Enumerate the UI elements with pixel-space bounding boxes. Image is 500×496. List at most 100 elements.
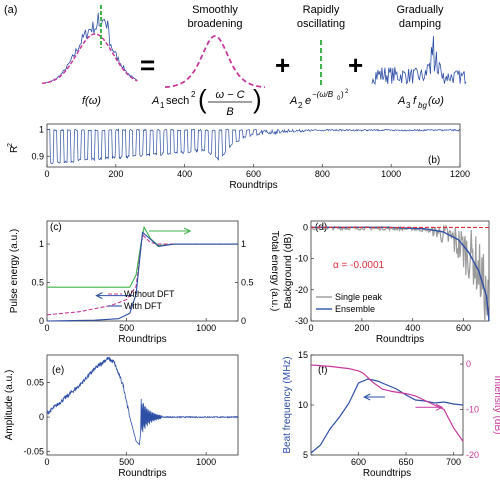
panel-b-xtick-label: 800 (315, 169, 330, 179)
panel-f-series-beat (310, 378, 464, 454)
a-smooth-curve (164, 35, 266, 89)
panel-f-xtick-label: 650 (398, 457, 413, 467)
a-exp-A: A (289, 95, 297, 107)
panel-c-arrowhead-blue (95, 292, 103, 300)
panel-d-annotation: α = -0.0001 (333, 260, 385, 271)
panel-e-label: (e) (52, 365, 64, 376)
panel-b-xtick-label: 400 (177, 169, 192, 179)
panel-c-xlabel: Roundtrips (118, 334, 166, 345)
a-exp-exp-sub: 0 (337, 96, 341, 102)
panel-c-label: (c) (50, 222, 62, 233)
panel-f-xtick-label: 700 (446, 457, 461, 467)
panel-d-frame (310, 220, 490, 322)
panel-c-ytick-right-label: 0 (241, 316, 246, 326)
panel-f: 600 650 700 5 10 15 Roundtrips Beat frequency (… (282, 350, 500, 479)
a-smooth-title1: Smoothly (192, 4, 238, 16)
panel-c-xtick-label: 1000 (196, 323, 216, 333)
panel-f-ylabel: Beat frequency (MHz) (282, 356, 293, 453)
a-damp-trace (371, 35, 467, 86)
panel-c-ylabel-right: Total energy (a.u.) (269, 231, 280, 312)
a-plus1: + (275, 50, 290, 80)
a-exp-exp: −(ω/B (312, 90, 334, 99)
panel-e-xtick-label: 500 (119, 457, 134, 467)
panel-c-legend-with: With DFT (124, 301, 162, 311)
a-exp-A-sub: 2 (298, 101, 303, 110)
a-equals: = (140, 50, 155, 80)
panel-a-label: (a) (4, 4, 17, 16)
a-exp-e: e (305, 95, 311, 107)
panel-d-legend-single: Single peak (335, 292, 383, 302)
panel-f-frame (310, 354, 464, 456)
panel-f-series-intensity (310, 364, 464, 442)
panel-b-xtick-label: 600 (246, 169, 261, 179)
a-f-label: f(ω) (82, 95, 101, 107)
a-sech-exp: 2 (191, 90, 196, 99)
panel-d-series-single (310, 224, 490, 322)
panel-c-series-without (46, 233, 238, 316)
panel-c: 0 500 1000 0 0.5 1 Roundtrips Pulse energy (a.u… (9, 220, 280, 345)
a-bg-f-sub: bg (418, 101, 427, 110)
panel-c-legend-without: Without DFT (124, 289, 175, 299)
a-osc-title2: oscillating (297, 18, 345, 30)
a-f-trace (41, 12, 138, 84)
panel-c-ytick-label: 0.5 (31, 278, 44, 288)
panel-e-ytick-label: 0 (39, 412, 44, 422)
panel-f-ytick-label: 10 (298, 400, 308, 410)
panel-b-ytick-label: 1 (39, 124, 44, 134)
panel-f-xtick-label: 600 (351, 457, 366, 467)
panel-d-ylabel: Background (dB) (283, 233, 294, 308)
a-smooth-title2: broadening (187, 18, 242, 30)
a-sech-formula: A 1 sech 2 ( ω − C B ) (151, 84, 262, 118)
panel-f-ytick-label: 5 (303, 450, 308, 460)
panel-c-frame (46, 220, 239, 322)
a-sech-lparen: ( (198, 84, 207, 114)
panel-e-xtick-label: 0 (44, 457, 49, 467)
a-bg-arg: (ω) (428, 95, 444, 107)
panel-f-ylabel-right: Intensity (dB) (492, 376, 500, 435)
panel-c-ytick-right-label: 0.5 (241, 278, 254, 288)
panel-d-xtick-label: 600 (456, 323, 471, 333)
a-damp-title1: Gradually (396, 4, 444, 16)
a-sech-A-sub: 1 (160, 101, 165, 110)
panel-c-arrowhead-green (184, 227, 192, 235)
panel-b-ylabel-sup: 2 (7, 143, 14, 147)
panel-c-ylabel: Pulse energy (a.u.) (9, 229, 20, 314)
panel-e-ylabel: Amplitude (a.u.) (4, 370, 15, 441)
panel-f-arrowhead-blue (363, 393, 371, 401)
a-sech-A: A (151, 95, 159, 107)
panel-b: 0 200 400 600 800 1000 1200 0.9 1 Roundtrips R2 (b) (7, 123, 470, 191)
panel-e-series (46, 356, 239, 446)
panel-d: 0 200 400 600 0 -10 -20 -30 Roundtrips Background… (283, 220, 490, 345)
panel-b-series (47, 128, 461, 164)
panel-f-ytick-label: 15 (298, 350, 308, 360)
panel-d-xtick-label: 0 (308, 323, 313, 333)
a-sech-rparen: ) (253, 84, 262, 114)
panel-f-ytick-right-label: 0 (466, 359, 471, 369)
panel-c-ytick-right-label: 1 (241, 239, 246, 249)
a-exp-formula: A 2 e −(ω/B 0 ) 2 (289, 89, 349, 110)
a-sech-fn: sech (166, 95, 189, 107)
panel-c-ytick-label: 0 (39, 316, 44, 326)
a-exp-exp-end: ) (341, 90, 344, 99)
panel-d-xlabel: Roundtrips (376, 334, 424, 345)
panel-d-legend-ensemble: Ensemble (335, 304, 375, 314)
panel-b-ylabel: R (9, 146, 20, 153)
a-sech-num: ω − C (215, 89, 244, 101)
panel-e-xtick-label: 1000 (196, 457, 216, 467)
a-sech-den: B (226, 106, 233, 118)
panel-b-xtick-label: 1200 (450, 169, 470, 179)
a-damp-title2: damping (399, 18, 441, 30)
plots: 0 200 400 600 800 1000 12000.91RoundtripsR2(b)… (4, 123, 500, 479)
panel-b-xlabel: Roundtrips (229, 180, 277, 191)
panel-c-xtick-label: 0 (44, 323, 49, 333)
panel-d-ytick-label: -20 (295, 285, 308, 295)
panel-d-ytick-label: 0 (303, 222, 308, 232)
panel-b-xtick-label: 200 (108, 169, 123, 179)
a-f-envelope (41, 33, 138, 85)
panel-f-xlabel: Roundtrips (363, 468, 411, 479)
a-bg-f: f (413, 95, 417, 107)
panel-d-series-ensemble (311, 226, 490, 322)
panel-b-ytick-label: 0.9 (31, 151, 44, 161)
